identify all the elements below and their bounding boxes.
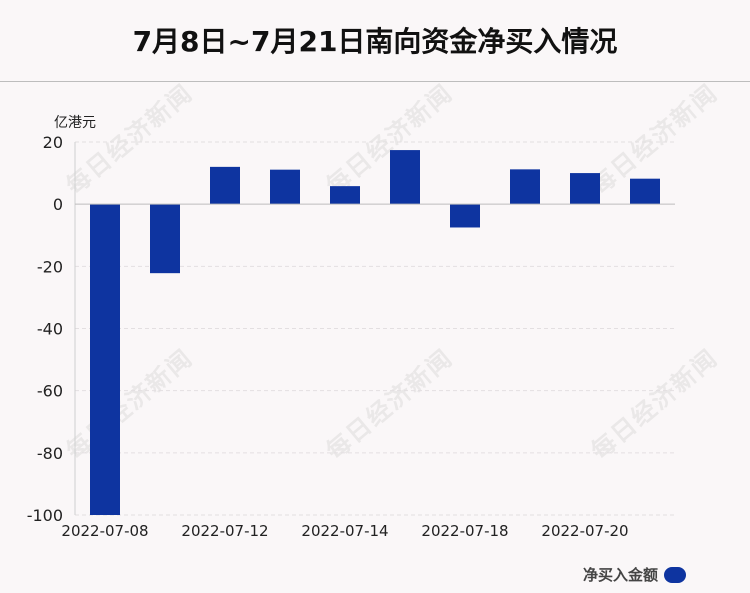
- bar: [270, 169, 300, 205]
- y-tick-label: -80: [37, 444, 63, 463]
- bar: [210, 166, 240, 205]
- bar: [510, 169, 540, 205]
- y-tick-label: -20: [37, 257, 63, 276]
- bar: [450, 204, 480, 228]
- legend-label: 净买入金额: [582, 566, 658, 584]
- y-tick-label: 20: [43, 133, 63, 152]
- x-tick-label: 2022-07-08: [61, 522, 148, 540]
- bar: [390, 150, 420, 205]
- x-tick-label: 2022-07-12: [181, 522, 268, 540]
- x-tick-label: 2022-07-18: [421, 522, 508, 540]
- bar: [90, 204, 120, 515]
- bar: [150, 204, 180, 274]
- y-tick-label: -100: [27, 506, 63, 525]
- x-tick-label: 2022-07-14: [301, 522, 388, 540]
- x-tick-label: 2022-07-20: [541, 522, 628, 540]
- legend: 净买入金额: [583, 564, 686, 585]
- chart-title: 7月8日~7月21日南向资金净买入情况: [132, 25, 618, 58]
- y-tick-label: -60: [37, 382, 63, 401]
- y-tick-label: -40: [37, 320, 63, 339]
- bar: [330, 186, 360, 205]
- bar: [630, 178, 660, 205]
- title-divider: [0, 81, 750, 82]
- y-tick-label: 0: [53, 195, 63, 214]
- y-axis-label: 亿港元: [54, 115, 96, 131]
- legend-swatch: [664, 566, 686, 583]
- bar: [570, 173, 600, 205]
